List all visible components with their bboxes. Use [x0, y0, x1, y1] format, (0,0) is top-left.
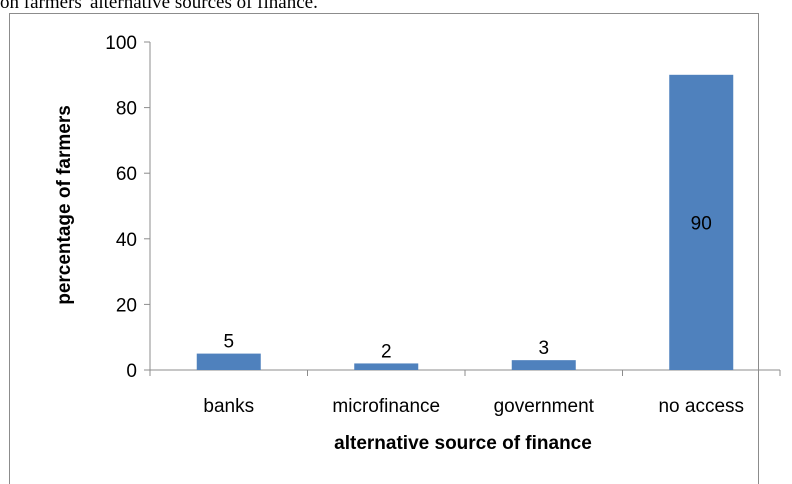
y-axis: 0 20 40 60 80 100: [105, 33, 151, 382]
x-tick-label: government: [494, 396, 595, 417]
bars: [196, 74, 734, 371]
data-label: 5: [223, 332, 234, 353]
x-tick-label: no access: [658, 396, 744, 417]
x-axis-title: alternative source of finance: [334, 433, 592, 454]
y-tick-label: 40: [116, 230, 137, 251]
x-tick-label: microfinance: [332, 396, 440, 417]
data-label: 90: [691, 213, 712, 234]
y-tick-label: 100: [105, 33, 137, 54]
chart-area: [9, 13, 759, 484]
y-axis-title: percentage of farmers: [54, 105, 75, 305]
bar: [196, 353, 261, 370]
figure-caption: on farmers' alternative sources of finan…: [0, 0, 318, 13]
y-tick-label: 20: [116, 295, 137, 316]
y-tick-label: 60: [116, 164, 137, 185]
y-tick-label: 0: [126, 361, 137, 382]
y-tick-label: 80: [116, 99, 137, 120]
bar: [669, 74, 734, 371]
bar: [354, 363, 419, 370]
data-label: 2: [381, 341, 392, 362]
data-label: 3: [538, 338, 549, 359]
data-labels: 5 2 3 90: [223, 213, 711, 362]
x-axis: banks microfinance government no access: [149, 369, 781, 417]
bar: [511, 360, 576, 370]
x-tick-label: banks: [203, 396, 254, 417]
